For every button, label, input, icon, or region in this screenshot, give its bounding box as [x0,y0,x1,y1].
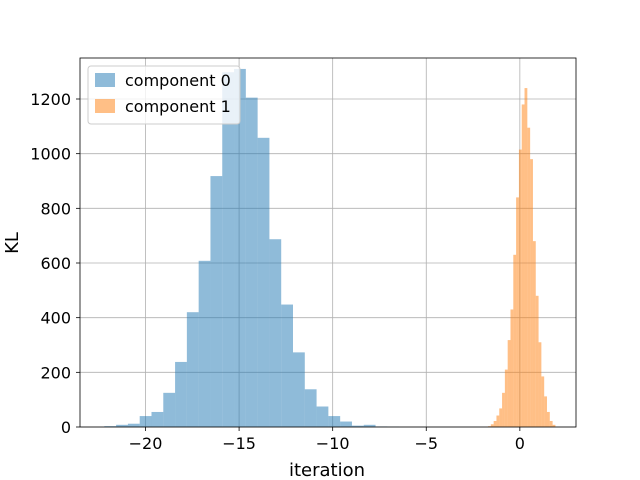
y-tick-label: 800 [40,199,71,218]
histogram-bar [257,137,270,427]
y-tick-label: 1200 [30,90,71,109]
y-tick-label: 1000 [30,145,71,164]
histogram-bar [292,352,305,427]
histogram-bar [269,239,282,427]
histogram-bar [538,342,542,427]
histogram-bar [493,420,497,427]
histogram-bar [186,312,199,427]
histogram-bar [210,176,223,427]
histogram-bar [104,426,117,427]
histogram-bar [544,396,547,427]
y-tick-label: 400 [40,309,71,328]
y-tick-label: 200 [40,363,71,382]
y-axis-ticks: 0 200 400 600 800 1000 1200 [30,90,80,437]
histogram-bar [340,421,352,427]
x-axis-label: iteration [289,460,365,480]
histogram-bar [516,197,519,427]
histogram-bar [499,408,503,427]
histogram-bar [496,415,500,427]
histogram-bar [532,241,536,427]
histogram-bar [518,149,522,428]
histogram-bar [116,424,128,427]
y-axis-label: KL [2,232,23,254]
histogram-bar [127,423,140,427]
histogram-bar [198,260,211,427]
histogram-bar [151,411,164,427]
histogram-bar [513,254,517,427]
legend: component 0 component 1 [87,65,241,125]
series-0-bars [104,68,400,428]
plot-frame [79,57,577,428]
histogram-bar [524,88,528,428]
series-1-bars [488,88,556,428]
histogram-bar [304,389,317,427]
legend-label: component 0 [125,71,231,90]
histogram-bar [363,424,376,427]
legend-label: component 1 [125,97,231,116]
legend-box [87,65,241,125]
histogram-bar [234,68,246,427]
x-tick-label: −20 [129,434,163,453]
histogram-bar [530,159,533,427]
histogram-bar [502,392,505,427]
x-tick-label: −10 [316,434,350,453]
histogram-bar [163,392,176,427]
histogram-bar [521,104,525,427]
histogram-bar [541,376,545,427]
histogram-bar [507,340,511,427]
histogram-bar [552,424,556,427]
histogram-bar [222,72,235,428]
histogram-bar [488,426,491,427]
histogram-bar [549,420,553,427]
histogram-bar [139,416,152,427]
x-tick-label: −15 [222,434,256,453]
histogram-bars [104,68,556,428]
histogram-bar [351,425,364,427]
histogram-bar [510,309,514,427]
histogram-bar [504,369,508,427]
y-tick-label: 600 [40,254,71,273]
legend-swatch [95,99,115,113]
y-tick-label: 0 [61,418,71,437]
histogram-bar [490,424,494,427]
legend-swatch [95,73,115,87]
histogram-bar [527,127,531,427]
x-tick-label: −5 [414,434,438,453]
histogram-bar [245,97,258,427]
histogram-bar [175,361,187,427]
histogram-bar [281,304,293,427]
histogram-bar [316,406,329,427]
x-tick-label: 0 [515,434,525,453]
histogram-bar [535,295,539,427]
histogram-bar [328,416,341,427]
histogram-bar [546,411,550,427]
x-axis-ticks: −20 −15 −10 −5 0 [129,427,525,453]
